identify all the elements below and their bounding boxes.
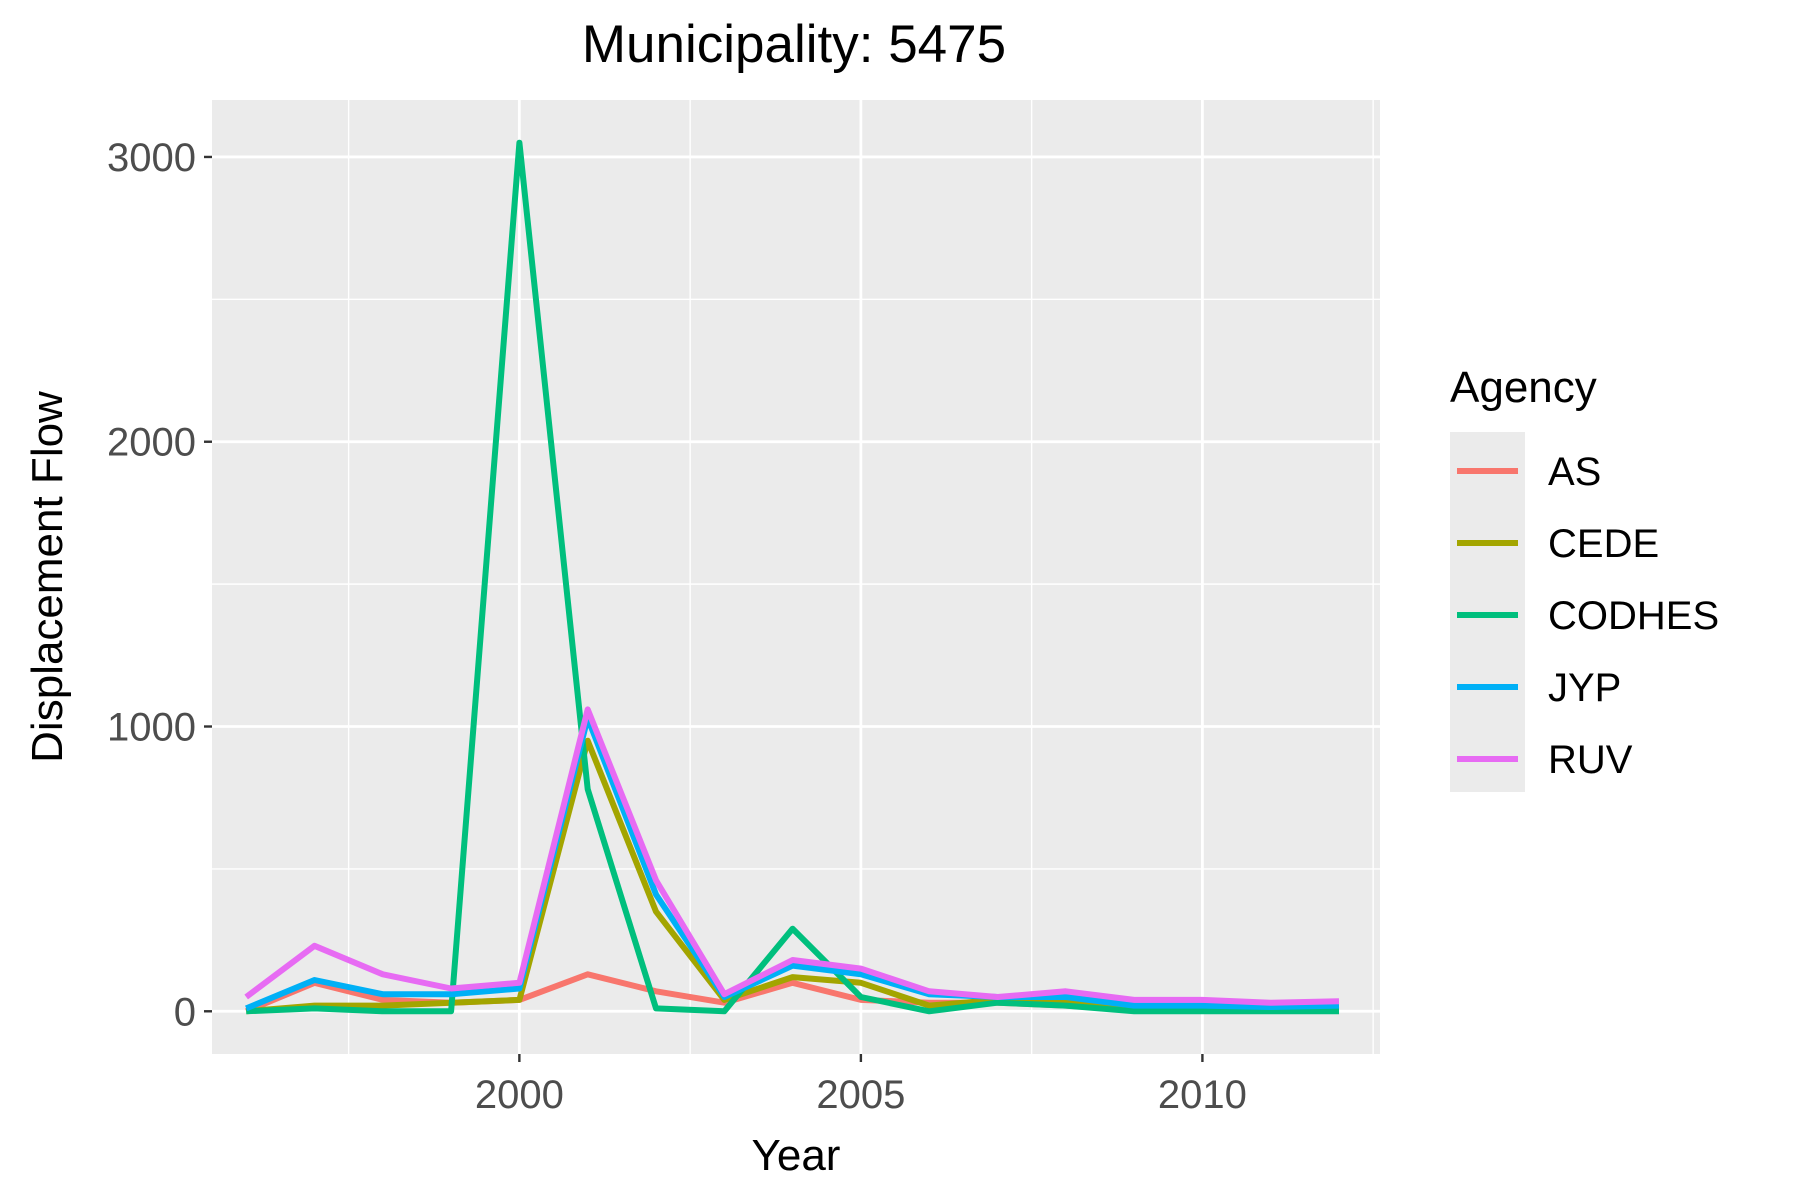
legend-label-jyp: JYP <box>1548 666 1621 710</box>
x-tick-label: 2000 <box>475 1073 564 1117</box>
series-line-jyp <box>245 715 1340 1012</box>
x-tick-label: 2005 <box>816 1073 905 1117</box>
y-axis: 0 1000 2000 3000 <box>107 136 212 1034</box>
plot-panel <box>212 100 1380 1054</box>
x-axis: 2000 2005 2010 <box>475 1054 1247 1117</box>
y-tick-label: 0 <box>174 990 196 1034</box>
legend-label-codhes: CODHES <box>1548 594 1719 638</box>
series-line-codhes <box>246 139 1339 1015</box>
legend: Agency AS CEDE CODHES JYP RUV <box>1450 363 1719 792</box>
series-line-ruv <box>244 706 1340 1006</box>
legend-label-cede: CEDE <box>1548 522 1659 566</box>
y-tick-label: 1000 <box>107 706 196 750</box>
legend-label-as: AS <box>1548 450 1601 494</box>
x-tick-label: 2010 <box>1158 1073 1247 1117</box>
series-lines <box>244 139 1340 1015</box>
chart-title: Municipality: 5475 <box>582 15 1006 74</box>
y-tick-label: 3000 <box>107 136 196 180</box>
legend-label-ruv: RUV <box>1548 738 1633 782</box>
y-axis-title: Displacement Flow <box>23 391 72 763</box>
x-axis-title: Year <box>752 1131 841 1180</box>
minor-gridlines <box>212 13 1380 1054</box>
y-tick-label: 2000 <box>107 421 196 465</box>
legend-title: Agency <box>1450 363 1597 412</box>
